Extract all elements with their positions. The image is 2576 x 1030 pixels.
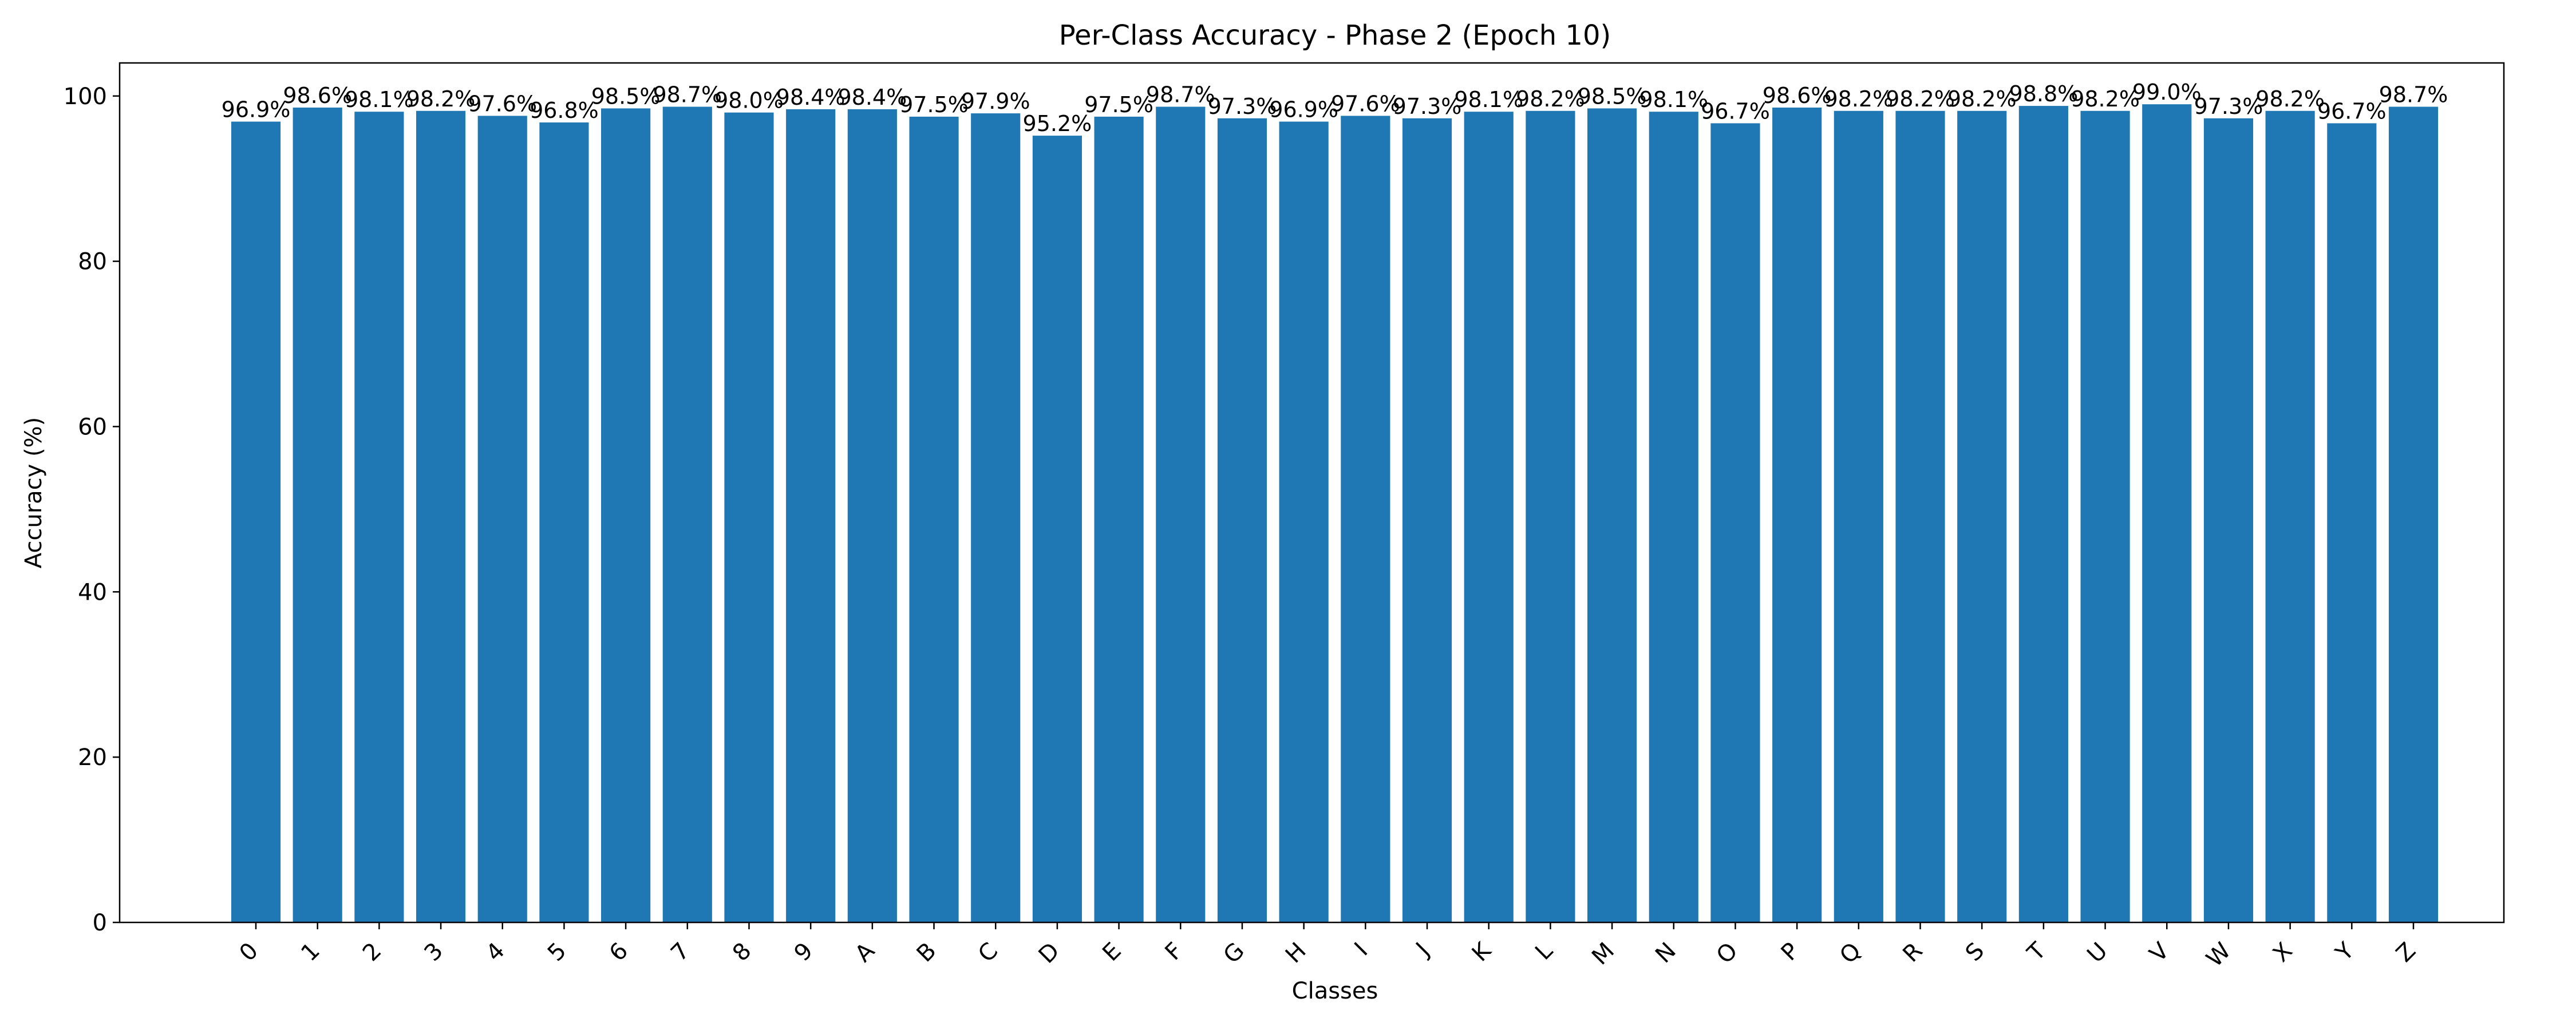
value-label-V: 99.0% (2132, 80, 2202, 105)
bar-B (909, 116, 959, 923)
value-label-L: 98.2% (1516, 86, 1585, 112)
value-label-Q: 98.2% (1824, 86, 1893, 112)
value-label-R: 98.2% (1886, 86, 1955, 112)
y-tick-label-0: 0 (93, 910, 107, 936)
chart-title: Per-Class Accuracy - Phase 2 (Epoch 10) (1059, 19, 1611, 52)
bar-S (1957, 110, 2007, 922)
value-label-B: 97.5% (899, 92, 969, 117)
bar-N (1649, 112, 1698, 923)
value-label-E: 97.5% (1084, 92, 1153, 117)
bar-C (971, 113, 1021, 923)
bar-T (2018, 106, 2068, 923)
value-label-8: 98.0% (714, 88, 784, 113)
value-label-D: 95.2% (1023, 111, 1092, 136)
bar-7 (662, 106, 712, 922)
value-label-S: 98.2% (1947, 86, 2017, 112)
value-label-X: 98.2% (2255, 86, 2325, 112)
bar-P (1772, 107, 1822, 923)
bar-0 (231, 121, 281, 922)
bar-8 (724, 112, 774, 922)
value-label-I: 97.6% (1331, 91, 1400, 116)
value-label-J: 97.3% (1393, 94, 1462, 119)
value-label-P: 98.6% (1763, 83, 1832, 108)
y-axis: 0 20 40 60 80 100 (64, 84, 120, 936)
value-label-6: 98.5% (591, 84, 661, 109)
bar-U (2080, 110, 2130, 922)
value-label-0: 96.9% (222, 97, 291, 122)
bar-9 (786, 109, 836, 922)
value-label-Z: 98.7% (2379, 82, 2448, 108)
y-axis-label: Accuracy (%) (21, 417, 47, 569)
value-label-W: 97.3% (2194, 94, 2263, 119)
bar-H (1279, 121, 1329, 922)
bar-J (1402, 118, 1452, 922)
bar-F (1156, 106, 1206, 922)
y-tick-label-100: 100 (64, 84, 107, 110)
value-label-5: 96.8% (530, 98, 599, 123)
value-label-C: 97.9% (961, 89, 1030, 114)
bar-K (1464, 112, 1514, 923)
value-label-9: 98.4% (776, 85, 846, 110)
bar-5 (539, 122, 589, 923)
bar-W (2203, 118, 2254, 922)
value-label-T: 98.8% (2009, 81, 2079, 106)
y-tick-label-80: 80 (78, 249, 107, 275)
bar-O (1710, 123, 1760, 923)
bar-D (1032, 136, 1082, 923)
bar-V (2142, 104, 2192, 923)
bar-Y (2327, 123, 2377, 923)
bars-layer (231, 104, 2439, 923)
x-axis-label: Classes (1292, 978, 1378, 1004)
value-label-G: 97.3% (1208, 94, 1277, 119)
bar-L (1526, 110, 1575, 922)
bar-4 (477, 116, 527, 923)
value-label-4: 97.6% (468, 91, 537, 116)
bar-R (1895, 110, 1945, 922)
bar-3 (416, 110, 466, 922)
value-label-A: 98.4% (838, 85, 907, 110)
value-label-H: 96.9% (1269, 97, 1338, 122)
bar-A (847, 109, 897, 922)
y-tick-label-40: 40 (78, 579, 107, 605)
value-label-2: 98.1% (345, 87, 414, 112)
value-label-N: 98.1% (1639, 87, 1708, 112)
bar-X (2265, 110, 2315, 922)
bar-Z (2388, 106, 2439, 922)
value-label-M: 98.5% (1578, 84, 1647, 109)
value-label-U: 98.2% (2071, 86, 2140, 112)
value-label-3: 98.2% (406, 86, 476, 112)
value-label-K: 98.1% (1454, 87, 1523, 112)
value-label-O: 96.7% (1701, 98, 1770, 124)
bar-E (1094, 116, 1144, 923)
bar-I (1341, 116, 1390, 923)
bar-G (1217, 118, 1267, 922)
bar-M (1587, 108, 1637, 923)
value-label-7: 98.7% (653, 82, 722, 108)
bar-6 (601, 108, 651, 923)
bar-2 (354, 112, 404, 923)
y-tick-label-60: 60 (78, 414, 107, 440)
value-label-1: 98.6% (283, 83, 352, 108)
value-label-Y: 96.7% (2317, 98, 2387, 124)
bar-Q (1834, 110, 1883, 922)
value-label-F: 98.7% (1146, 82, 1215, 108)
bar-1 (293, 107, 342, 923)
value-labels-layer: 96.9%98.6%98.1%98.2%97.6%96.8%98.5%98.7%… (222, 80, 2448, 136)
y-tick-label-20: 20 (78, 744, 107, 771)
plot-frame (118, 62, 2505, 924)
